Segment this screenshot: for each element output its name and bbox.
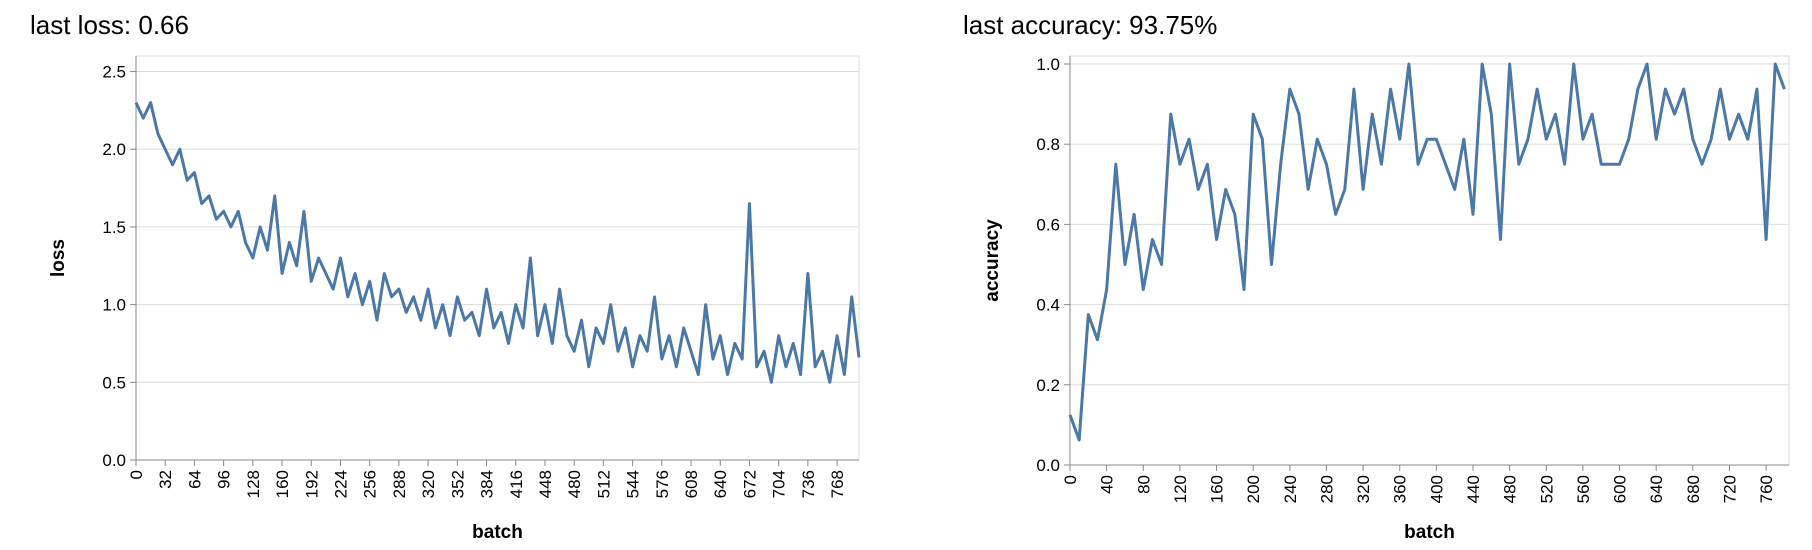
y-axis-title: accuracy: [982, 219, 1003, 302]
line: [1068, 62, 1786, 442]
x-tick-label: 288: [390, 470, 409, 498]
y-tick-label: 0.4: [1036, 296, 1060, 315]
y-tick-label: 0.0: [102, 451, 126, 470]
x-axis-title: batch: [472, 522, 523, 543]
y-axis-title: loss: [48, 239, 69, 277]
x-tick-label: 160: [1208, 475, 1227, 503]
x-tick-label: 736: [799, 470, 818, 498]
x-tick-label: 640: [711, 470, 730, 498]
x-tick-label: 480: [1501, 475, 1520, 503]
x-tick-label: 128: [244, 470, 263, 498]
y-tick-label: 0.2: [1036, 376, 1060, 395]
x-tick-label: 640: [1647, 475, 1666, 503]
chart: last accuracy: 93.75% 0.0 0.2 0.4 0.6 0.8 1.0 0…: [963, 10, 1790, 543]
x-tick-label: 672: [740, 470, 759, 498]
x-tick-label: 32: [156, 470, 175, 489]
x-tick-label: 256: [361, 470, 380, 498]
x-tick-label: 680: [1684, 475, 1703, 503]
y-tick-label: 0.5: [102, 373, 126, 392]
x-tick-label: 64: [185, 470, 204, 489]
x-tick-label: 512: [594, 470, 613, 498]
x-tick-label: 160: [273, 470, 292, 498]
x-tick-label: 600: [1611, 475, 1630, 503]
y-tick-label: 0.0: [1036, 456, 1060, 475]
x-tick-label: 704: [770, 470, 789, 498]
x-axis-title: batch: [1404, 522, 1455, 543]
x-tick-label: 352: [448, 470, 467, 498]
x-tick-label: 40: [1098, 475, 1117, 494]
chart: last loss: 0.66 0.0 0.5 1.0 1.5 2.0 2.5 0 32 64 96…: [30, 10, 861, 543]
x-tick-label: 768: [828, 470, 847, 498]
x-tick-label: 520: [1537, 475, 1556, 503]
x-tick-label: 80: [1134, 475, 1153, 494]
x-tick-label: 400: [1427, 475, 1446, 503]
x-tick-label: 120: [1171, 475, 1190, 503]
x-tick-label: 280: [1317, 475, 1336, 503]
x-tick-label: 200: [1244, 475, 1263, 503]
x-tick-label: 360: [1391, 475, 1410, 503]
x-tick-label: 608: [682, 470, 701, 498]
x-tick-label: 560: [1574, 475, 1593, 503]
x-tick-label: 192: [302, 470, 321, 498]
x-tick-label: 240: [1281, 475, 1300, 503]
x-tick-label: 0: [127, 470, 146, 479]
y-tick-label: 1.0: [1036, 55, 1060, 74]
plot-frame: [1069, 55, 1790, 466]
y-tick-label: 1.0: [102, 296, 126, 315]
x-tick-label: 320: [419, 470, 438, 498]
y-tick-label: 2.0: [102, 140, 126, 159]
x-tick-label: 448: [536, 470, 555, 498]
x-tick-label: 760: [1757, 475, 1776, 503]
x-tick-label: 544: [624, 470, 643, 498]
y-tick-label: 1.5: [102, 218, 126, 237]
x-tick-label: 720: [1720, 475, 1739, 503]
x-tick-label: 320: [1354, 475, 1373, 503]
y-tick-label: 0.8: [1036, 135, 1060, 154]
x-tick-label: 480: [565, 470, 584, 498]
x-tick-label: 0: [1061, 475, 1080, 484]
x-tick-label: 384: [478, 470, 497, 498]
y-tick-label: 0.6: [1036, 215, 1060, 234]
x-tick-label: 224: [331, 470, 350, 498]
x-tick-label: 576: [653, 470, 672, 498]
chart-title: last accuracy: 93.75%: [963, 10, 1217, 40]
x-tick-label: 416: [507, 470, 526, 498]
chart-title: last loss: 0.66: [30, 10, 189, 40]
line: [134, 101, 861, 384]
y-tick-label: 2.5: [102, 63, 126, 82]
x-tick-label: 96: [215, 470, 234, 489]
x-tick-label: 440: [1464, 475, 1483, 503]
